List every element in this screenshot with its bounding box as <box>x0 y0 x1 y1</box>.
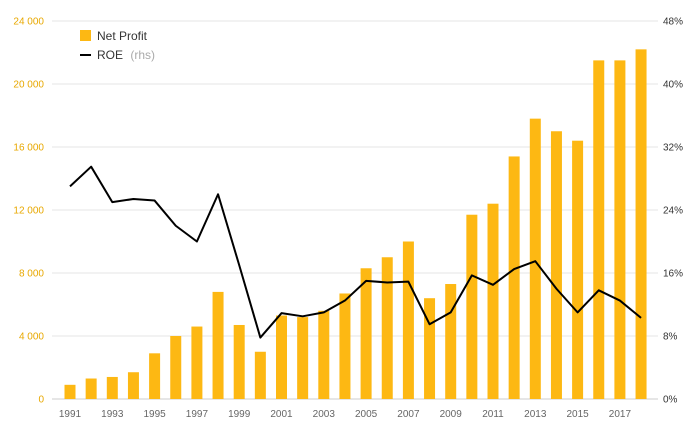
x-tick-label: 2005 <box>355 409 378 420</box>
bar-2017 <box>614 60 626 400</box>
bar-2012 <box>508 156 520 399</box>
y-left-tick-label: 16 000 <box>13 143 44 154</box>
y-left-tick-label: 24 000 <box>13 17 44 28</box>
bar-2000 <box>254 351 266 399</box>
y-right-tick-label: 8% <box>663 332 678 343</box>
x-tick-label: 2001 <box>270 409 293 420</box>
bar-2001 <box>276 315 287 399</box>
y-right-tick-label: 24% <box>663 206 683 217</box>
bar-2007 <box>402 241 414 399</box>
y-left-tick-label: 4 000 <box>19 332 44 343</box>
bar-2013 <box>529 118 541 400</box>
bar-1994 <box>127 372 139 399</box>
bar-2004 <box>339 293 351 399</box>
y-left-tick-label: 8 000 <box>19 269 44 280</box>
bar-2009 <box>445 284 457 399</box>
legend-net-profit-swatch <box>80 30 91 41</box>
y-axis-left: 0 4 000 8 000 12 000 16 000 20 000 24 000 <box>13 17 44 406</box>
bar-2016 <box>593 60 605 400</box>
legend: Net Profit ROE (rhs) <box>80 29 155 62</box>
bar-2015 <box>572 140 584 399</box>
x-tick-label: 2009 <box>440 409 463 420</box>
x-tick-label: 1991 <box>59 409 82 420</box>
bar-2008 <box>424 298 436 399</box>
x-axis: 1991 1993 1995 1997 1999 2001 2003 2005 2007 2009… <box>59 409 632 420</box>
legend-roe-rhs: (rhs) <box>130 48 155 62</box>
bar-1991 <box>64 384 76 399</box>
bar-1992 <box>85 378 97 399</box>
legend-roe-name: ROE <box>97 48 123 62</box>
net-profit-bars <box>64 49 647 400</box>
roe-line-group <box>69 165 642 339</box>
x-tick-label: 2015 <box>566 409 589 420</box>
bar-1993 <box>106 376 118 399</box>
gridlines <box>52 20 658 400</box>
bar-1996 <box>170 336 182 399</box>
legend-roe-label: ROE (rhs) <box>97 48 155 62</box>
y-left-tick-label: 20 000 <box>13 80 44 91</box>
bar-2005 <box>360 268 372 399</box>
bar-2018 <box>635 49 647 399</box>
bar-2002 <box>297 317 309 399</box>
y-left-tick-label: 12 000 <box>13 206 44 217</box>
bar-2010 <box>466 214 478 399</box>
bar-1995 <box>149 353 161 399</box>
bar-2011 <box>487 203 499 399</box>
x-tick-label: 2017 <box>609 409 632 420</box>
y-axis-right: 0% 8% 16% 24% 32% 40% 48% <box>663 17 683 406</box>
bar-2014 <box>550 131 562 399</box>
bar-1999 <box>233 324 245 399</box>
x-tick-label: 2007 <box>397 409 420 420</box>
y-right-tick-label: 0% <box>663 395 678 406</box>
x-tick-label: 1993 <box>101 409 124 420</box>
y-left-tick-label: 0 <box>38 395 44 406</box>
y-right-tick-label: 40% <box>663 80 683 91</box>
x-tick-label: 2013 <box>524 409 547 420</box>
y-right-tick-label: 16% <box>663 269 683 280</box>
x-tick-label: 2003 <box>313 409 336 420</box>
x-tick-label: 1995 <box>143 409 166 420</box>
x-tick-label: 2011 <box>482 409 504 420</box>
bar-2003 <box>318 310 330 399</box>
x-tick-label: 1999 <box>228 409 251 420</box>
y-right-tick-label: 32% <box>663 143 683 154</box>
bar-1997 <box>191 326 203 399</box>
roe-line <box>69 165 642 339</box>
bar-1998 <box>212 291 224 399</box>
y-right-tick-label: 48% <box>663 17 683 28</box>
bar-2006 <box>381 257 393 399</box>
x-tick-label: 1997 <box>186 409 209 420</box>
legend-net-profit-label: Net Profit <box>97 29 148 43</box>
